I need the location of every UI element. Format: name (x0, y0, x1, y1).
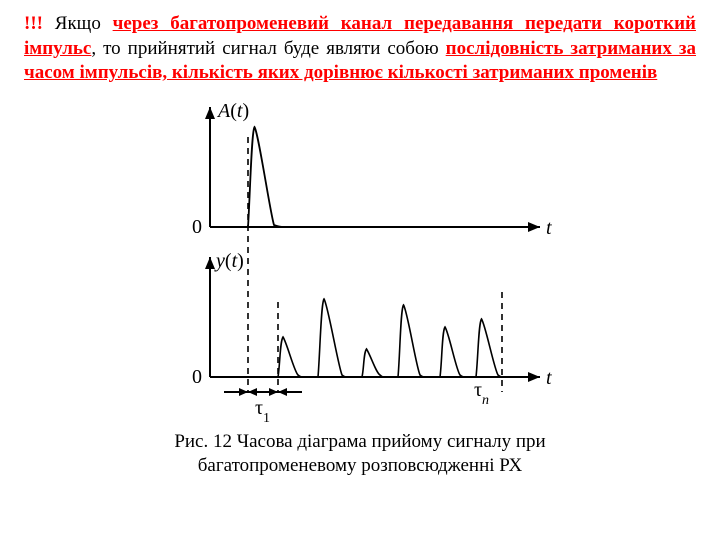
text-frag-2: , то прийнятий сигнал буде являти собою (91, 38, 445, 59)
svg-text:A(t): A(t) (216, 100, 249, 122)
figure-caption: Рис. 12 Часова діаграма прийому сигналу … (174, 430, 545, 478)
text-frag-1: Якщо (43, 13, 113, 34)
figure-container: A(t) t 0 y(t) t 0 τ1 τn Рис. 12 Часова діаграма… (24, 92, 696, 478)
caption-line-1: Рис. 12 Часова діаграма прийому сигналу … (174, 431, 545, 452)
svg-text:y(t): y(t) (214, 250, 244, 272)
timing-diagram: A(t) t 0 y(t) t 0 τ1 τn (140, 92, 580, 422)
svg-text:t: t (546, 367, 552, 389)
caption-line-2: багатопроменевому розповсюдженні РХ (198, 455, 522, 476)
svg-text:t: t (546, 217, 552, 239)
main-paragraph: !!! Якщо через багатопроменевий канал пе… (24, 12, 696, 86)
exclamation: !!! (24, 13, 43, 34)
svg-text:0: 0 (192, 216, 202, 238)
svg-text:τ1: τ1 (255, 397, 270, 422)
svg-text:0: 0 (192, 366, 202, 388)
svg-text:τn: τn (474, 379, 489, 408)
